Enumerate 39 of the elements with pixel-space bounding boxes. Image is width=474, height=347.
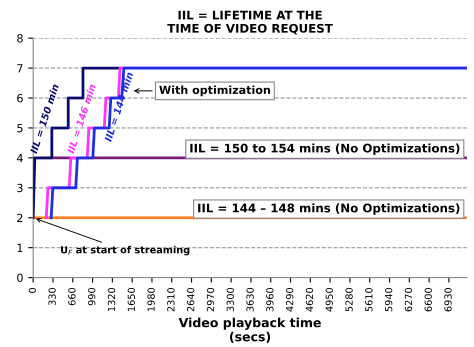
x-tick-label: 0 (28, 288, 36, 293)
x-axis-title: Video playback time (secs) (178, 318, 321, 343)
y-tick-label: 2 (17, 214, 22, 222)
y-tick-label: 3 (17, 184, 23, 192)
x-tick-label: 5940 (384, 288, 392, 312)
x-tick-label: 5280 (345, 288, 353, 312)
x-tick-label: 2970 (206, 288, 214, 312)
y-tick-label: 0 (17, 274, 23, 282)
x-tick-label: 4620 (306, 288, 314, 312)
annotation: U$_{F}$ at start of streaming (61, 246, 190, 256)
x-tick-label: 5610 (365, 288, 373, 312)
x-tick-label: 2640 (187, 288, 194, 312)
x-tick-label: 990 (88, 288, 96, 306)
x-tick-label: 3630 (246, 288, 254, 312)
x-tick-label: 1980 (147, 288, 155, 311)
x-tick-label: 6270 (404, 288, 412, 312)
x-tick-label: 1650 (128, 288, 135, 311)
x-tick-label: 4950 (326, 288, 333, 312)
y-tick-label: 1 (18, 244, 22, 252)
x-tick-label: 6930 (444, 288, 452, 312)
text: IIL = 146 min (66, 84, 96, 154)
x-tick-label: 3300 (226, 288, 234, 312)
x-tick-label: 6600 (424, 288, 432, 312)
x-tick-label: 330 (48, 288, 56, 306)
y-tick-label: 8 (17, 34, 23, 43)
y-tick-label: 7 (17, 64, 23, 72)
x-tick-label: 4290 (286, 288, 294, 312)
x-tick-label: 2310 (167, 288, 175, 312)
text: IIL = 150 min (30, 84, 59, 154)
x-tick-label: 660 (68, 288, 76, 306)
annotation: With optimization (159, 85, 270, 96)
x-tick-label: 1320 (108, 288, 116, 311)
y-tick-label: 5 (17, 124, 22, 132)
y-tick-label: 4 (16, 154, 23, 162)
series-label: IIL = 144 – 148 mins (No Optimizations) (198, 203, 460, 215)
series-label: IIL = 150 to 154 mins (No Optimizations) (190, 143, 460, 155)
x-tick-label: 3960 (266, 288, 274, 312)
chart-title: IIL = LIFETIME AT THE TIME OF VIDEO REQUEST (167, 10, 333, 34)
y-tick-label: 6 (17, 94, 23, 102)
